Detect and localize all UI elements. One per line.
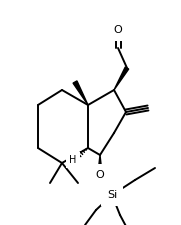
- Polygon shape: [114, 67, 129, 90]
- Text: Si: Si: [107, 190, 117, 200]
- Text: H: H: [69, 155, 77, 165]
- Text: O: O: [114, 25, 122, 35]
- Text: O: O: [96, 170, 104, 180]
- Polygon shape: [73, 81, 88, 105]
- Polygon shape: [98, 155, 102, 175]
